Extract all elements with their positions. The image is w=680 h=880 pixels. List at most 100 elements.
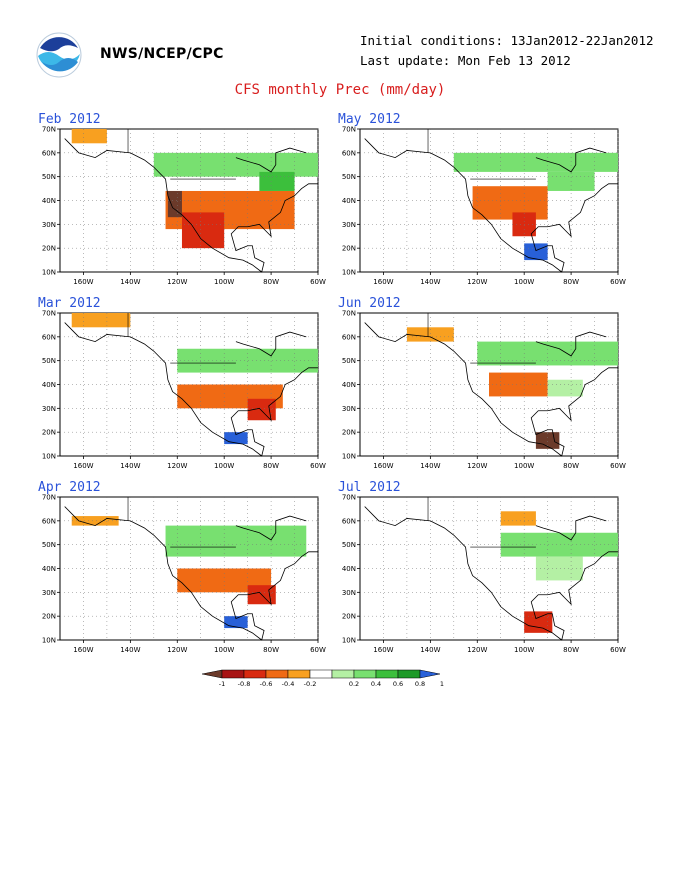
y-tick-label: 70N: [42, 494, 56, 502]
x-tick-label: 80W: [263, 462, 279, 470]
y-tick-label: 50N: [42, 173, 56, 181]
y-tick-label: 70N: [342, 494, 356, 502]
anomaly-cell: [259, 171, 295, 191]
anomaly-cell: [472, 186, 548, 220]
anomaly-cell: [524, 243, 548, 261]
y-tick-label: 30N: [42, 221, 56, 229]
y-tick-label: 50N: [342, 541, 356, 549]
y-tick-label: 40N: [342, 197, 356, 205]
x-tick-label: 100W: [214, 646, 234, 654]
y-tick-label: 10N: [42, 453, 56, 461]
y-tick-label: 40N: [42, 565, 56, 573]
x-tick-label: 120W: [167, 462, 187, 470]
x-tick-label: 60W: [610, 278, 626, 286]
coastline: [235, 147, 307, 173]
x-tick-label: 60W: [310, 462, 326, 470]
anomaly-cell: [167, 190, 182, 218]
panel-apr: Apr 2012 160W 140W 120W 100W 80W 60W 10N 20N 30N…: [38, 480, 328, 661]
x-tick-label: 120W: [467, 646, 487, 654]
anomaly-cell: [524, 611, 553, 633]
anomaly-cell: [71, 129, 107, 144]
anomaly-cell: [247, 398, 276, 421]
colorbar-cell: [353, 669, 377, 679]
x-tick-label: 140W: [420, 462, 440, 470]
map-jun: 160W 140W 120W 100W 80W 60W 10N 20N 30N 40N 50N 60N…: [342, 310, 626, 471]
colorbar: -1 -0.8 -0.6 -0.4 -0.2 0.2 0.4 0.6 0.8 1: [201, 669, 444, 688]
colorbar-label: -1: [219, 680, 225, 688]
coastline: [535, 515, 607, 541]
coastline: [64, 322, 318, 457]
anomaly-cell: [71, 313, 131, 328]
colorbar-label: 0.6: [393, 680, 403, 688]
coastline: [364, 138, 618, 273]
colorbar-cell: [375, 669, 399, 679]
anomaly-cell: [547, 379, 583, 397]
anomaly-cell: [535, 556, 583, 581]
colorbar-cell: [287, 669, 311, 679]
y-tick-label: 60N: [342, 517, 356, 525]
colorbar-cell: [221, 669, 245, 679]
anomaly-cell: [153, 152, 318, 177]
x-tick-label: 140W: [120, 646, 140, 654]
colorbar-label: -0.2: [304, 680, 317, 688]
y-tick-label: 70N: [342, 126, 356, 134]
y-tick-label: 40N: [42, 197, 56, 205]
y-tick-label: 20N: [42, 613, 56, 621]
coastline: [364, 506, 618, 641]
colorbar-label: -0.6: [260, 680, 273, 688]
colorbar-cell: [309, 669, 333, 679]
y-tick-label: 60N: [42, 333, 56, 341]
x-tick-label: 160W: [373, 646, 393, 654]
y-tick-label: 60N: [342, 149, 356, 157]
x-tick-label: 140W: [420, 646, 440, 654]
x-tick-label: 140W: [420, 278, 440, 286]
colorbar-label: 0.2: [349, 680, 359, 688]
coastline: [364, 322, 618, 457]
y-tick-label: 50N: [342, 173, 356, 181]
y-tick-label: 20N: [342, 429, 356, 437]
anomaly-cell: [224, 432, 248, 445]
panel-title: Feb 2012: [38, 112, 101, 127]
y-tick-label: 50N: [42, 357, 56, 365]
x-tick-label: 140W: [120, 278, 140, 286]
y-tick-label: 30N: [342, 405, 356, 413]
colorbar-label: -0.4: [282, 680, 295, 688]
initial-conditions: Initial conditions: 13Jan2012-22Jan2012: [360, 33, 654, 48]
y-tick-label: 10N: [342, 453, 356, 461]
colorbar-label: 0.8: [415, 680, 425, 688]
y-tick-label: 20N: [342, 245, 356, 253]
x-tick-label: 60W: [610, 646, 626, 654]
x-tick-label: 100W: [214, 462, 234, 470]
x-tick-label: 120W: [167, 646, 187, 654]
colorbar-arrow: [201, 669, 223, 679]
colorbar-label: 0.4: [371, 680, 381, 688]
x-tick-label: 120W: [467, 462, 487, 470]
x-tick-label: 100W: [514, 462, 534, 470]
colorbar-cell: [397, 669, 421, 679]
y-tick-label: 60N: [342, 333, 356, 341]
anomaly-cell: [406, 327, 454, 342]
y-tick-label: 30N: [342, 589, 356, 597]
map-apr: 160W 140W 120W 100W 80W 60W 10N 20N 30N 40N 50N 60N…: [42, 494, 326, 655]
y-tick-label: 10N: [42, 637, 56, 645]
panel-title: Jul 2012: [338, 480, 401, 495]
y-tick-label: 20N: [42, 245, 56, 253]
coastline: [235, 515, 307, 541]
x-tick-label: 100W: [514, 278, 534, 286]
x-tick-label: 160W: [73, 646, 93, 654]
y-tick-label: 50N: [342, 357, 356, 365]
panel-title: May 2012: [338, 112, 401, 127]
y-tick-label: 30N: [42, 405, 56, 413]
y-tick-label: 30N: [342, 221, 356, 229]
x-tick-label: 80W: [563, 278, 579, 286]
panel-may: May 2012 160W 140W 120W 100W 80W 60W 10N 20N 30N…: [338, 112, 628, 293]
x-tick-label: 60W: [310, 646, 326, 654]
colorbar-cell: [243, 669, 267, 679]
y-tick-label: 10N: [42, 269, 56, 277]
x-tick-label: 160W: [373, 278, 393, 286]
coastline: [535, 147, 607, 173]
colorbar-arrow: [419, 669, 441, 679]
y-tick-label: 60N: [42, 149, 56, 157]
panel-title: Apr 2012: [38, 480, 101, 495]
y-tick-label: 60N: [42, 517, 56, 525]
